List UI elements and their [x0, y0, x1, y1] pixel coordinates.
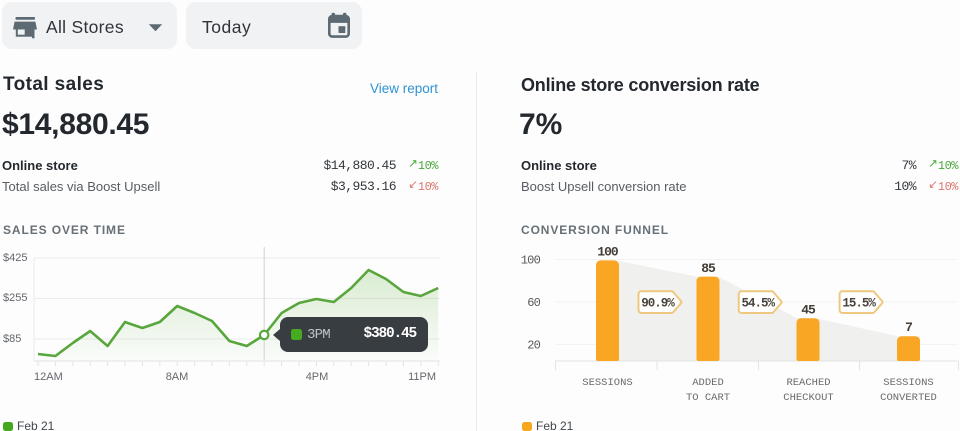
- svg-text:SESSIONS: SESSIONS: [883, 377, 933, 389]
- svg-text:15.5%: 15.5%: [842, 297, 876, 311]
- svg-text:REACHED: REACHED: [786, 377, 830, 389]
- svg-text:54.5%: 54.5%: [741, 297, 775, 311]
- svg-text:CONVERTED: CONVERTED: [880, 392, 937, 404]
- svg-text:90.9%: 90.9%: [641, 297, 675, 311]
- svg-text:TO CART: TO CART: [686, 392, 730, 404]
- svg-text:ADDED: ADDED: [692, 377, 724, 389]
- svg-text:85: 85: [701, 261, 716, 276]
- svg-text:SESSIONS: SESSIONS: [582, 377, 632, 389]
- svg-text:100: 100: [597, 245, 619, 260]
- svg-text:100: 100: [521, 254, 541, 268]
- svg-text:7: 7: [905, 320, 912, 335]
- svg-text:45: 45: [801, 303, 816, 318]
- svg-text:60: 60: [527, 296, 540, 310]
- svg-text:20: 20: [527, 339, 540, 353]
- svg-text:CHECKOUT: CHECKOUT: [783, 392, 833, 404]
